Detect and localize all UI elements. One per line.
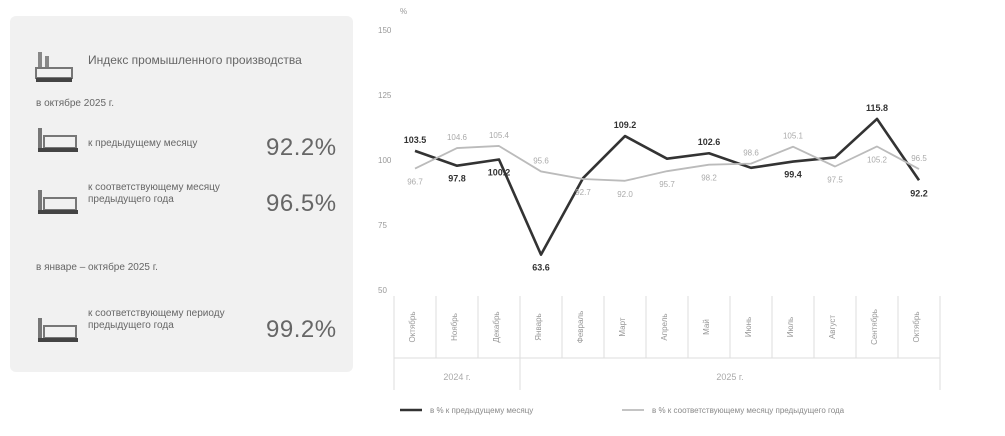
data-label: 97.8 (448, 174, 466, 184)
data-label: 104.6 (447, 133, 468, 142)
factory-icon (35, 52, 73, 82)
x-tick-label: Март (618, 317, 627, 336)
data-label: 103.5 (404, 135, 427, 145)
series-line-prev-year (414, 145, 920, 182)
data-label: 95.6 (533, 156, 549, 165)
data-label: 98.2 (701, 174, 717, 183)
data-label: 92.2 (910, 188, 928, 198)
legend-label: в % к предыдущему месяцу (430, 406, 533, 415)
line-chart: % 50 75 100 125 150 Октябрь Ноябрь Декабрь Январь… (378, 7, 941, 415)
y-tick-label: 150 (378, 26, 392, 35)
x-tick-label: Июнь (744, 317, 753, 337)
data-label: 102.6 (698, 137, 721, 147)
row-label-prev-month: к предыдущему месяцу (88, 138, 198, 149)
section-label-jan-oct: в январе – октябре 2025 г. (36, 262, 158, 273)
x-tick-label: Ноябрь (450, 313, 459, 341)
y-tick-label: 75 (378, 221, 387, 230)
factory-icon (38, 318, 78, 342)
data-label: 99.4 (784, 170, 802, 180)
data-label: 95.7 (659, 180, 675, 189)
data-label: 100.2 (488, 167, 511, 177)
summary-title: Индекс промышленного производства (88, 53, 302, 67)
row-label-period-prev-year: к соответствующему периоду предыдущего г… (88, 308, 225, 331)
x-tick-label: Август (828, 315, 837, 339)
factory-icon (38, 128, 78, 152)
x-tick-label: Декабрь (492, 311, 501, 342)
x-tick-label: Февраль (576, 311, 585, 344)
row-label-same-month-prev-year: к соответствующему месяцу предыдущего го… (88, 182, 220, 205)
year-label: 2024 г. (443, 372, 470, 382)
y-tick-label: 125 (378, 91, 392, 100)
data-label: 98.6 (743, 149, 759, 158)
factory-icon (38, 190, 78, 214)
data-label: 105.4 (489, 131, 510, 140)
data-label: 96.5 (911, 154, 927, 163)
x-tick-label: Июль (786, 317, 795, 337)
section-label-october: в октябре 2025 г. (36, 98, 114, 109)
y-tick-label: 50 (378, 286, 387, 295)
x-tick-label: Октябрь (408, 311, 417, 342)
data-label: 96.7 (407, 178, 423, 187)
year-label: 2025 г. (716, 372, 743, 382)
x-tick-label: Январь (534, 313, 543, 340)
chart-area: % 50 75 100 125 150 Октябрь Ноябрь Декабрь Январь… (360, 0, 1005, 436)
y-tick-label: 100 (378, 156, 392, 165)
series-line-prev-month (414, 117, 921, 256)
data-label: 105.1 (783, 132, 804, 141)
row-value-prev-month: 92.2% (266, 134, 337, 161)
legend-label: в % к соответствующему месяцу предыдущег… (652, 406, 845, 415)
row-value-same-month-prev-year: 96.5% (266, 190, 337, 217)
data-label: 105.2 (867, 155, 888, 164)
row-value-period-prev-year: 99.2% (266, 316, 337, 343)
x-tick-label: Май (702, 319, 711, 335)
x-tick-label: Октябрь (912, 311, 921, 342)
data-label: 109.2 (614, 120, 637, 130)
data-label: 97.5 (827, 176, 843, 185)
data-label: 92.7 (575, 188, 591, 197)
x-tick-label: Сентябрь (870, 309, 879, 345)
data-label: 115.8 (866, 103, 888, 113)
y-unit-label: % (400, 7, 407, 16)
data-label: 92.0 (617, 190, 633, 199)
summary-panel: Индекс промышленного производства в октя… (10, 16, 353, 372)
x-tick-label: Апрель (660, 313, 669, 340)
data-label: 63.6 (532, 263, 550, 273)
